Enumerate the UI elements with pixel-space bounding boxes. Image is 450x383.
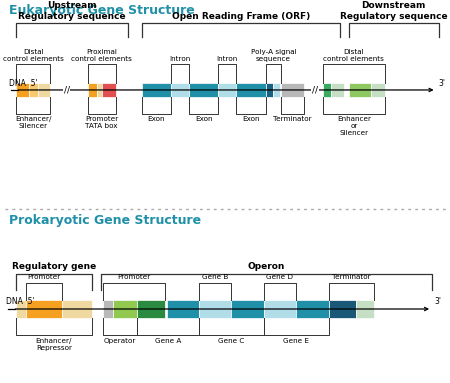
Bar xyxy=(142,83,171,97)
Bar xyxy=(103,300,112,318)
Bar xyxy=(97,83,102,97)
Text: Gene C: Gene C xyxy=(218,337,244,344)
Bar xyxy=(349,83,371,97)
Bar xyxy=(88,83,97,97)
Bar xyxy=(236,83,266,97)
Text: Upstream
Regulatory sequence: Upstream Regulatory sequence xyxy=(18,1,126,21)
Text: Distal
control elements: Distal control elements xyxy=(3,49,64,62)
Text: Intron: Intron xyxy=(169,56,191,62)
Bar xyxy=(266,83,273,97)
Bar xyxy=(296,300,328,318)
Bar xyxy=(38,83,50,97)
Text: Downstream
Regulatory sequence: Downstream Regulatory sequence xyxy=(340,1,448,21)
Bar xyxy=(166,300,199,318)
Text: Regulatory gene: Regulatory gene xyxy=(12,262,96,271)
Bar xyxy=(102,83,116,97)
Text: Promoter: Promoter xyxy=(117,275,150,280)
Bar xyxy=(231,300,264,318)
Bar xyxy=(331,83,344,97)
Bar xyxy=(137,300,165,318)
Bar xyxy=(189,83,218,97)
Bar xyxy=(62,300,92,318)
Text: Operon: Operon xyxy=(248,262,285,271)
Text: Gene E: Gene E xyxy=(283,337,309,344)
Text: Prokaryotic Gene Structure: Prokaryotic Gene Structure xyxy=(9,214,201,227)
Bar xyxy=(281,83,304,97)
Text: //: // xyxy=(63,85,70,95)
Text: Gene B: Gene B xyxy=(202,275,228,280)
Text: 3': 3' xyxy=(439,79,446,88)
Bar xyxy=(199,300,231,318)
Bar xyxy=(26,300,62,318)
Text: Promoter
TATA box: Promoter TATA box xyxy=(85,116,118,129)
Text: Gene D: Gene D xyxy=(266,275,293,280)
Text: DNA  5': DNA 5' xyxy=(9,79,38,88)
Bar xyxy=(323,83,331,97)
Text: Enhancer/
Silencer: Enhancer/ Silencer xyxy=(15,116,52,129)
Bar xyxy=(264,300,296,318)
Text: Eukaryotic Gene Structure: Eukaryotic Gene Structure xyxy=(9,4,195,17)
Text: Promoter: Promoter xyxy=(27,275,60,280)
Text: Proximal
control elements: Proximal control elements xyxy=(71,49,132,62)
Bar xyxy=(171,83,189,97)
Text: 3': 3' xyxy=(434,297,441,306)
Bar xyxy=(16,300,26,318)
Bar xyxy=(112,300,137,318)
Bar xyxy=(16,83,29,97)
Text: Terminator: Terminator xyxy=(273,116,312,122)
Text: Operator: Operator xyxy=(104,337,136,344)
Text: //: // xyxy=(312,85,318,95)
Bar xyxy=(328,300,356,318)
Text: DNA  5': DNA 5' xyxy=(6,297,35,306)
Bar xyxy=(273,83,280,97)
Text: Exon: Exon xyxy=(195,116,212,122)
Text: Terminator: Terminator xyxy=(332,275,370,280)
Text: Exon: Exon xyxy=(148,116,165,122)
Text: Intron: Intron xyxy=(216,56,238,62)
Bar xyxy=(371,83,385,97)
Text: Enhancer
or
Silencer: Enhancer or Silencer xyxy=(337,116,371,136)
Text: Exon: Exon xyxy=(242,116,260,122)
Bar xyxy=(29,83,38,97)
Bar xyxy=(356,300,373,318)
Text: Open Reading Frame (ORF): Open Reading Frame (ORF) xyxy=(171,12,310,21)
Text: Poly-A signal
sequence: Poly-A signal sequence xyxy=(251,49,296,62)
Text: Enhancer/
Repressor: Enhancer/ Repressor xyxy=(36,337,72,350)
Text: Gene A: Gene A xyxy=(155,337,181,344)
Bar xyxy=(218,83,236,97)
Text: Distal
control elements: Distal control elements xyxy=(324,49,384,62)
